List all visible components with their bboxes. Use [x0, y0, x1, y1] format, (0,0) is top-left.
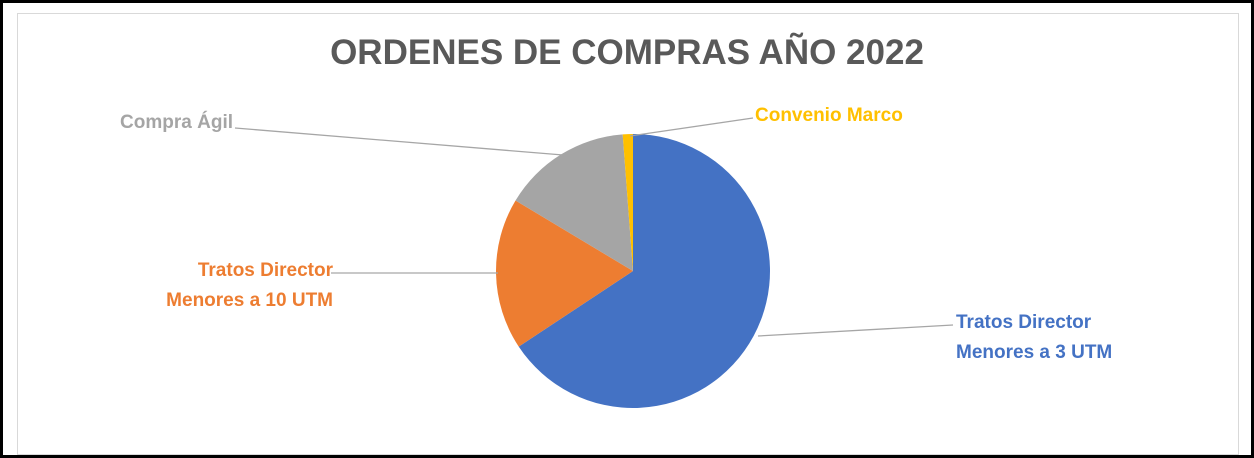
- slice-label: Tratos Director Menores a 3 UTM: [956, 312, 1113, 363]
- leader-line: [757, 324, 954, 337]
- slice-label: Convenio Marco: [755, 105, 903, 126]
- pie-slice: [622, 134, 633, 271]
- chart-area: [17, 13, 1239, 455]
- pie-plot: [234, 117, 954, 409]
- slice-label: Tratos Director Menores a 10 UTM: [166, 260, 333, 311]
- chart-title: ORDENES DE COMPRAS AÑO 2022: [330, 33, 924, 72]
- pie-slice: [518, 134, 770, 409]
- pie-slice: [515, 134, 633, 271]
- slice-label: Compra Ágil: [120, 112, 233, 133]
- pie-slice: [496, 200, 633, 347]
- leader-line: [234, 127, 564, 156]
- leader-line: [629, 117, 754, 137]
